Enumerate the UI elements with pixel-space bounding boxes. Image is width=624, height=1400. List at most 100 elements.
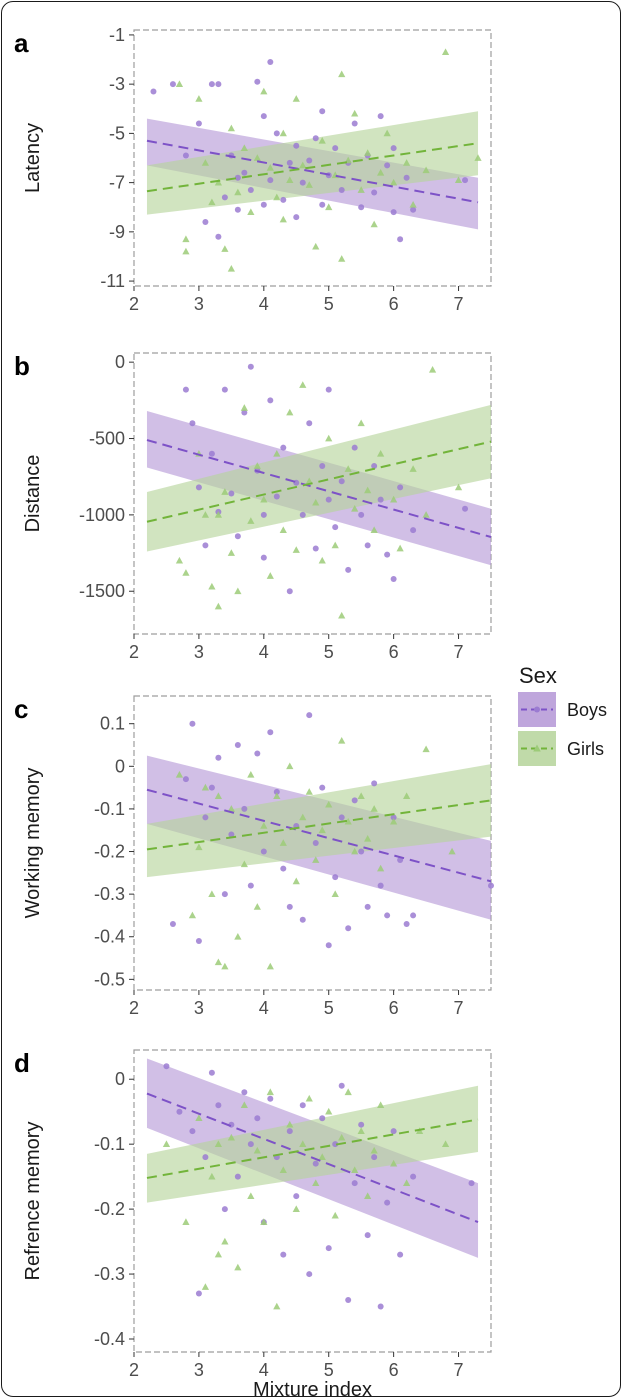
- point-girls: [214, 1140, 222, 1148]
- y-tick-label: -3: [109, 74, 125, 94]
- point-boys: [221, 891, 228, 898]
- point-boys: [299, 916, 306, 923]
- point-girls: [299, 1140, 307, 1148]
- point-girls: [422, 166, 430, 174]
- fit-line-boys: [146, 1092, 479, 1224]
- point-girls: [234, 188, 242, 196]
- point-girls: [305, 181, 313, 188]
- point-boys: [351, 120, 358, 127]
- point-boys: [150, 88, 157, 95]
- point-boys: [371, 780, 378, 787]
- x-tick-label: 5: [324, 294, 334, 314]
- point-girls: [338, 1133, 346, 1141]
- point-boys: [312, 840, 319, 846]
- y-axis-title: Latency: [22, 123, 44, 193]
- point-boys: [325, 942, 332, 949]
- point-boys: [260, 554, 267, 561]
- point-girls: [227, 549, 235, 556]
- point-boys: [371, 189, 378, 196]
- point-girls: [409, 200, 417, 208]
- point-girls: [377, 449, 385, 457]
- point-girls: [448, 847, 456, 855]
- plot-border: [133, 29, 492, 287]
- y-tick-label: 0: [115, 352, 125, 372]
- point-girls: [273, 792, 281, 799]
- point-boys: [163, 1063, 170, 1070]
- point-boys: [299, 1102, 306, 1109]
- point-girls: [253, 462, 261, 469]
- x-tick-label: 3: [194, 998, 204, 1018]
- point-girls: [253, 1146, 261, 1154]
- point-girls: [396, 544, 404, 552]
- point-boys: [364, 1232, 371, 1239]
- point-girls: [441, 48, 450, 56]
- ci-band-girls: [146, 1085, 479, 1203]
- point-boys: [390, 145, 397, 152]
- point-boys: [286, 588, 293, 595]
- point-boys: [221, 1206, 228, 1213]
- point-girls: [390, 817, 398, 825]
- point-boys: [390, 209, 397, 216]
- point-girls: [422, 511, 430, 518]
- point-girls: [286, 176, 294, 184]
- point-boys: [267, 729, 274, 736]
- point-girls: [208, 582, 216, 590]
- point-boys: [241, 805, 248, 812]
- point-girls: [292, 546, 300, 553]
- y-tick-label: -0.3: [94, 884, 125, 904]
- point-girls: [299, 813, 307, 821]
- point-boys: [351, 1180, 358, 1187]
- fit-line-boys: [146, 788, 492, 883]
- point-girls: [266, 962, 274, 970]
- point-boys: [377, 1303, 384, 1310]
- point-girls: [214, 602, 222, 610]
- point-girls: [279, 839, 287, 846]
- point-boys: [410, 1173, 417, 1180]
- point-girls: [234, 587, 242, 595]
- point-boys: [403, 920, 410, 927]
- point-girls: [227, 264, 235, 272]
- point-girls: [214, 511, 222, 518]
- x-tick-label: 2: [129, 642, 139, 662]
- point-boys: [397, 236, 404, 243]
- point-girls: [195, 95, 203, 102]
- fit-line-boys: [146, 439, 492, 538]
- point-boys: [228, 831, 235, 838]
- point-girls: [403, 1179, 411, 1186]
- fit-line-girls: [146, 440, 492, 523]
- point-boys: [234, 174, 241, 181]
- legend-marker-boys: [534, 706, 540, 713]
- x-tick-label: 2: [129, 294, 139, 314]
- point-girls: [279, 215, 287, 223]
- point-boys: [299, 511, 306, 518]
- point-girls: [175, 556, 184, 564]
- point-boys: [403, 174, 410, 181]
- point-girls: [357, 419, 365, 427]
- point-girls: [364, 1192, 372, 1199]
- point-girls: [227, 124, 235, 132]
- point-girls: [454, 176, 463, 184]
- point-girls: [325, 1107, 333, 1115]
- point-girls: [351, 109, 359, 117]
- point-boys: [332, 874, 339, 881]
- point-girls: [195, 1114, 203, 1122]
- x-tick-label: 6: [389, 1360, 399, 1380]
- x-axis-title: Mixture index: [253, 1379, 372, 1400]
- point-boys: [358, 848, 365, 855]
- point-boys: [234, 206, 241, 213]
- point-boys: [267, 177, 274, 184]
- point-boys: [182, 776, 189, 783]
- point-girls: [338, 70, 346, 78]
- point-boys: [202, 814, 209, 821]
- point-girls: [305, 788, 313, 795]
- point-girls: [221, 962, 229, 970]
- x-tick-label: 7: [454, 642, 464, 662]
- point-girls: [240, 404, 248, 411]
- point-girls: [428, 365, 437, 373]
- point-boys: [208, 1069, 215, 1076]
- point-boys: [384, 162, 391, 169]
- point-girls: [279, 526, 287, 534]
- point-boys: [338, 814, 345, 821]
- point-boys: [247, 187, 254, 193]
